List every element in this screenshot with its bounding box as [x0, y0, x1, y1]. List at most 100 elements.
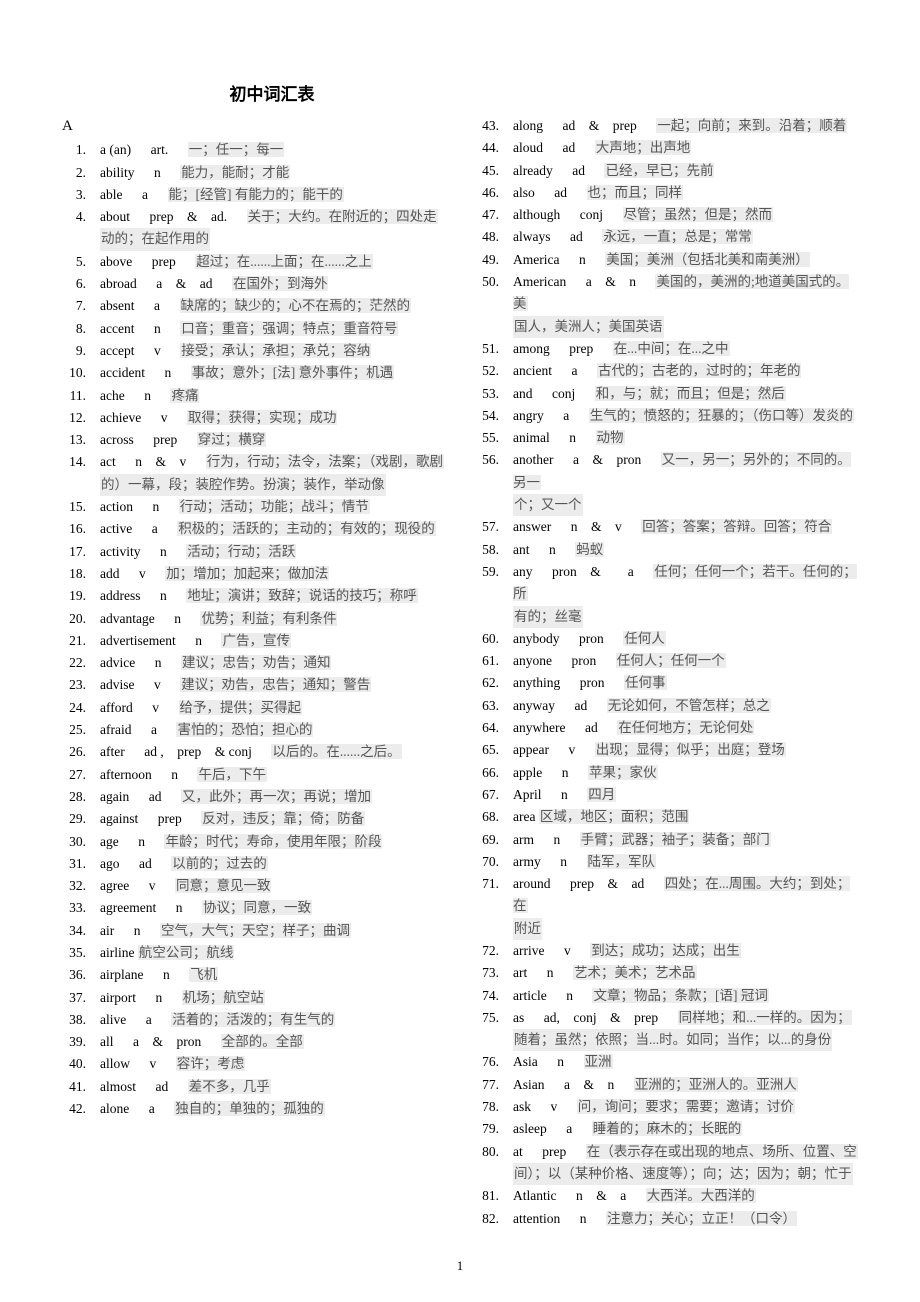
entry-number: 33. — [62, 897, 90, 919]
vocab-entry: 13.across prep 穿过；横穿 — [62, 429, 445, 451]
entry-body: asleep a 睡着的；麻木的；长眠的 — [503, 1118, 858, 1140]
entry-number: 15. — [62, 496, 90, 518]
entry-body: above prep 超过；在......上面；在......之上 — [90, 251, 445, 273]
vocab-entry: 12.achieve v 取得；获得；实现；成功 — [62, 407, 445, 429]
entry-definition: 注意力；关心；立正！（口令） — [606, 1211, 797, 1226]
entry-definition: 广告，宣传 — [221, 633, 291, 648]
entry-definition: 任何事 — [624, 675, 667, 690]
entry-body: aloud ad 大声地；出声地 — [503, 137, 858, 159]
entry-body: anyone pron 任何人；任何一个 — [503, 650, 858, 672]
entry-number: 34. — [62, 920, 90, 942]
entry-definition: 害怕的；恐怕；担心的 — [176, 722, 313, 737]
entry-body: art n 艺术；美术；艺术品 — [503, 962, 858, 984]
vocab-entry: 49.America n 美国；美洲（包括北美和南美洲） — [475, 249, 858, 271]
entry-body: air n 空气，大气；天空；样子；曲调 — [90, 920, 445, 942]
entry-definition: 大声地；出声地 — [595, 140, 692, 155]
entry-body: alone a 独自的；单独的；孤独的 — [90, 1098, 445, 1120]
entry-word: address — [100, 588, 141, 603]
vocab-entry: 80.at prep 在（表示存在或出现的地点、场所、位置、空 — [475, 1141, 858, 1163]
entry-body: abroad a & ad 在国外；到海外 — [90, 273, 445, 295]
section-letter: A — [62, 115, 445, 137]
vocab-entry: 41.almost ad 差不多，几乎 — [62, 1076, 445, 1098]
entry-number: 37. — [62, 987, 90, 1009]
entry-number: 78. — [475, 1096, 503, 1118]
entry-pos: ad — [551, 229, 603, 244]
entry-body: Atlantic n & a 大西洋。大西洋的 — [503, 1185, 858, 1207]
entry-definition: 动物 — [596, 430, 625, 445]
vocab-entry: 14.act n & v 行为，行动；法令，法案；（戏剧，歌剧 — [62, 451, 445, 473]
entry-word: April — [513, 787, 542, 802]
entry-pos: v — [135, 677, 181, 692]
entry-pos: ad — [129, 789, 181, 804]
entry-definition-cont: 随着；虽然；依照；当...时。如同；当作；以...的身份 — [513, 1029, 832, 1051]
entry-word: ask — [513, 1099, 531, 1114]
entry-definition: 口音；重音；强调；特点；重音符号 — [180, 321, 398, 336]
entry-number: 67. — [475, 784, 503, 806]
entry-number: 62. — [475, 672, 503, 694]
vocab-entry: 8.accent n 口音；重音；强调；特点；重音符号 — [62, 318, 445, 340]
entry-number: 35. — [62, 942, 90, 964]
vocab-entry: 51.among prep 在...中间；在...之中 — [475, 338, 858, 360]
entry-pos: n — [141, 588, 187, 603]
vocab-entry: 29.against prep 反对，违反；靠；倚；防备 — [62, 808, 445, 830]
entry-number: 73. — [475, 962, 503, 984]
left-column: A 1.a (an) art. 一；任一；每一2.ability n 能力，能耐… — [62, 115, 445, 1230]
entry-word: anywhere — [513, 720, 565, 735]
entry-definition: 以前的；过去的 — [171, 856, 268, 871]
entry-word: across — [100, 432, 134, 447]
entry-word: accident — [100, 365, 145, 380]
entry-word: accent — [100, 321, 134, 336]
vocab-entry: 23.advise v 建议；劝告，忠告；通知；警告 — [62, 674, 445, 696]
entry-body: against prep 反对，违反；靠；倚；防备 — [90, 808, 445, 830]
vocab-entry: 55.animal n 动物 — [475, 427, 858, 449]
entry-pos: v — [141, 410, 187, 425]
entry-definition: 已经，早已；先前 — [604, 163, 714, 178]
vocab-entry: 53.and conj 和，与；就；而且；但是；然后 — [475, 383, 858, 405]
entry-number: 72. — [475, 940, 503, 962]
entry-body: across prep 穿过；横穿 — [90, 429, 445, 451]
entry-word: action — [100, 499, 133, 514]
entry-definition: 以后的。在......之后。 — [271, 744, 401, 759]
entry-definition: 优势；利益；有利条件 — [200, 611, 337, 626]
entry-word: abroad — [100, 276, 137, 291]
entry-word: anyway — [513, 698, 555, 713]
entry-body: active a 积极的；活跃的；主动的；有效的；现役的 — [90, 518, 445, 540]
entry-number: 70. — [475, 851, 503, 873]
entry-body: almost ad 差不多，几乎 — [90, 1076, 445, 1098]
entry-pos: n — [141, 544, 187, 559]
vocab-entry-continuation: 随着；虽然；依照；当...时。如同；当作；以...的身份 — [475, 1029, 858, 1051]
entry-pos: ad — [535, 185, 587, 200]
entry-definition: 陆军，军队 — [587, 854, 657, 869]
vocab-entry: 27.afternoon n 午后，下午 — [62, 764, 445, 786]
entry-pos: n — [114, 923, 160, 938]
entry-definition: 加；增加；加起来；做加法 — [165, 566, 329, 581]
entry-word: ability — [100, 165, 135, 180]
entry-pos: n — [152, 767, 198, 782]
entry-number: 26. — [62, 741, 90, 763]
vocab-entry: 56.another a & pron 又一，另一；另外的；不同的。另一 — [475, 449, 858, 494]
entry-pos: n & a — [557, 1188, 646, 1203]
entry-number: 64. — [475, 717, 503, 739]
entry-number: 31. — [62, 853, 90, 875]
entry-definition: 航空公司；航线 — [138, 945, 235, 960]
entry-pos: pron — [560, 675, 624, 690]
entry-word: advise — [100, 677, 135, 692]
vocab-entry: 78.ask v 问，询问；要求；需要；邀请；讨价 — [475, 1096, 858, 1118]
entry-definition: 又，此外；再一次；再说；增加 — [181, 789, 372, 804]
entry-body: among prep 在...中间；在...之中 — [503, 338, 858, 360]
entry-body: answer n & v 回答；答案；答辩。回答；符合 — [503, 516, 858, 538]
entry-body: agreement n 协议；同意，一致 — [90, 897, 445, 919]
page-number: 1 — [0, 1258, 920, 1274]
entry-word: all — [100, 1034, 114, 1049]
entry-definition: 事故；意外；[法] 意外事件；机遇 — [191, 365, 394, 380]
entry-definition: 美国；美洲（包括北美和南美洲） — [605, 252, 810, 267]
entry-definition: 飞机 — [189, 967, 218, 982]
entry-body: army n 陆军，军队 — [503, 851, 858, 873]
entry-definition: 亚洲的；亚洲人的。亚洲人 — [634, 1077, 798, 1092]
entry-number: 9. — [62, 340, 90, 362]
entry-word: art — [513, 965, 527, 980]
entry-definition: 艺术；美术；艺术品 — [573, 965, 697, 980]
entry-word: ant — [513, 542, 530, 557]
entry-pos: a — [547, 1121, 592, 1136]
entry-word: agreement — [100, 900, 156, 915]
